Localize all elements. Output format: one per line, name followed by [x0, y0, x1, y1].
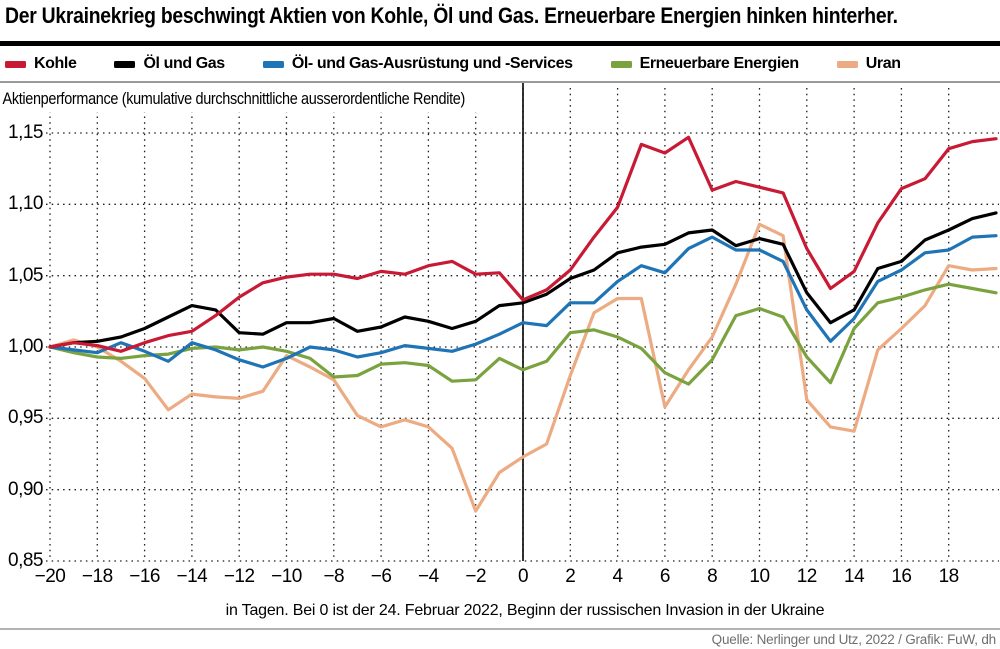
legend-swatch-icon [114, 60, 136, 68]
x-tick-label: 6 [659, 566, 671, 587]
x-tick-label: −14 [176, 566, 208, 587]
x-tick-label: 12 [796, 566, 818, 587]
x-tick-label: 14 [844, 566, 865, 587]
legend-label: Uran [865, 55, 901, 72]
x-tick-label: 10 [749, 566, 770, 587]
x-tick-label: −18 [81, 566, 113, 587]
series-line-l-und-gas [48, 211, 998, 349]
x-tick-label: −10 [271, 566, 302, 587]
x-tick-label: −8 [323, 566, 345, 587]
legend-label: Öl und Gas [143, 55, 225, 72]
legend-item: Erneuerbare Energien [610, 55, 800, 73]
legend-item: Uran [836, 55, 901, 73]
legend-label: Kohle [34, 55, 77, 72]
x-tick-label: 18 [938, 566, 960, 587]
legend-swatch-icon [836, 60, 858, 68]
x-tick-label: 4 [612, 566, 624, 587]
y-tick-label: 1,05 [8, 264, 43, 286]
y-axis-title: Aktienperformance (kumulative durchschni… [2, 89, 466, 108]
x-axis-caption: in Tagen. Bei 0 ist der 24. Februar 2022… [225, 602, 825, 619]
legend-item: Öl und Gas [114, 55, 225, 73]
series-line-kohle [48, 135, 998, 353]
legend-divider-rule [0, 81, 1000, 83]
footer-divider-rule [0, 628, 1000, 630]
source-credit: Quelle: Nerlinger und Utz, 2022 / Grafik… [711, 632, 997, 647]
x-tick-label: 0 [517, 566, 529, 587]
chart-legend: Kohle Öl und Gas Öl- und Gas-Ausrüstung un… [5, 51, 901, 77]
x-tick-label: 8 [707, 566, 718, 587]
y-tick-label: 0,95 [8, 407, 43, 429]
legend-swatch-icon [610, 60, 632, 68]
x-tick-label: 2 [565, 566, 576, 587]
y-tick-label: 0,90 [8, 478, 43, 500]
legend-swatch-icon [262, 60, 284, 68]
y-tick-label: 1,00 [8, 336, 43, 357]
x-tick-label: −2 [465, 566, 487, 587]
y-tick-label: 1,15 [8, 122, 43, 143]
x-tick-label: −4 [418, 566, 439, 587]
legend-item: Öl- und Gas-Ausrüstung und -Services [262, 55, 573, 73]
x-tick-label: −12 [223, 566, 255, 587]
x-tick-label: −16 [129, 566, 160, 587]
series-line-l-und-gas-ausr-stung-und-services [48, 234, 998, 369]
x-tick-label: −20 [34, 566, 66, 587]
legend-label: Erneuerbare Energien [639, 55, 800, 72]
x-tick-label: 16 [891, 566, 912, 587]
y-axis-title-box: Aktienperformance (kumulative durchschni… [0, 85, 507, 112]
legend-swatch-icon [5, 60, 26, 68]
x-tick-label: −6 [370, 566, 392, 587]
series-line-uran [48, 222, 998, 513]
title-divider-rule [0, 41, 1000, 46]
page-title: Der Ukrainekrieg beschwingt Aktien von K… [5, 3, 898, 28]
legend-label: Öl- und Gas-Ausrüstung und -Services [291, 55, 573, 72]
y-tick-label: 1,10 [8, 193, 43, 215]
y-tick-label: 0,85 [8, 550, 43, 571]
legend-item: Kohle [5, 55, 77, 73]
